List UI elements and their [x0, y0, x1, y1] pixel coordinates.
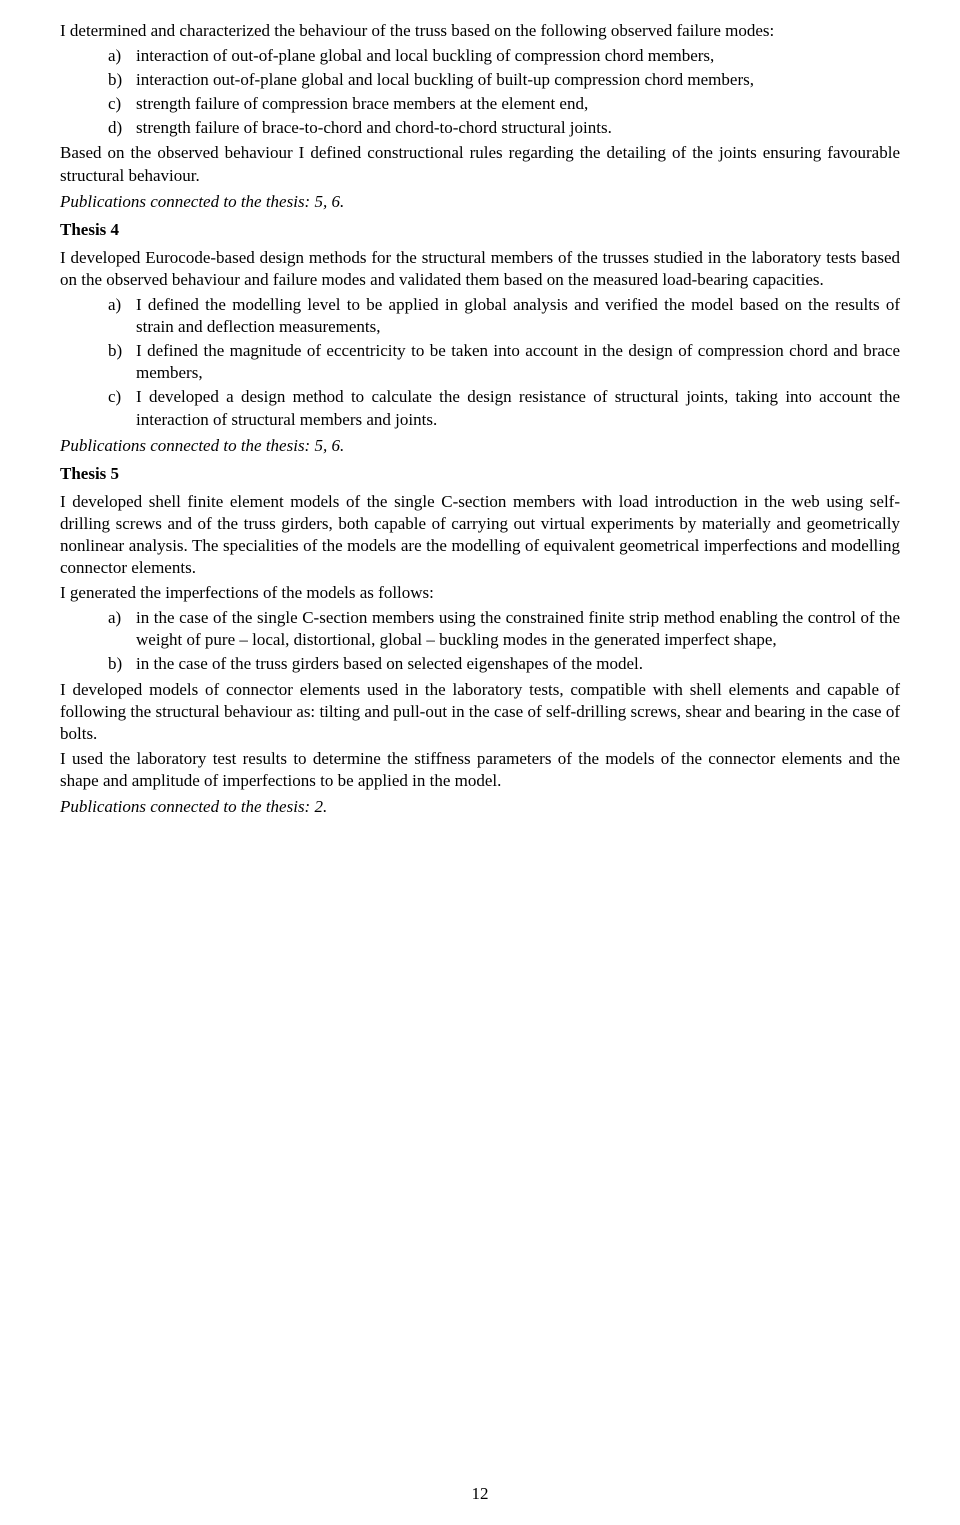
thesis4-publications: Publications connected to the thesis: 5,…	[60, 435, 900, 457]
list-marker: c)	[108, 93, 136, 115]
list-text: I defined the modelling level to be appl…	[136, 294, 900, 338]
list-marker: d)	[108, 117, 136, 139]
intro-paragraph-2: Based on the observed behaviour I define…	[60, 142, 900, 186]
intro-list: a) interaction of out-of-plane global an…	[60, 45, 900, 139]
thesis5-paragraph-4: I used the laboratory test results to de…	[60, 748, 900, 792]
thesis5-publications: Publications connected to the thesis: 2.	[60, 796, 900, 818]
list-item: b) interaction out-of-plane global and l…	[108, 69, 900, 91]
list-marker: a)	[108, 294, 136, 338]
list-text: in the case of the single C-section memb…	[136, 607, 900, 651]
list-text: I developed a design method to calculate…	[136, 386, 900, 430]
intro-publications: Publications connected to the thesis: 5,…	[60, 191, 900, 213]
list-marker: b)	[108, 69, 136, 91]
list-text: interaction out-of-plane global and loca…	[136, 69, 900, 91]
list-item: d) strength failure of brace-to-chord an…	[108, 117, 900, 139]
list-marker: a)	[108, 45, 136, 67]
list-item: c) strength failure of compression brace…	[108, 93, 900, 115]
thesis5-list: a) in the case of the single C-section m…	[60, 607, 900, 675]
thesis4-heading: Thesis 4	[60, 219, 900, 241]
list-item: b) I defined the magnitude of eccentrici…	[108, 340, 900, 384]
intro-paragraph-1: I determined and characterized the behav…	[60, 20, 900, 42]
list-text: interaction of out-of-plane global and l…	[136, 45, 900, 67]
list-marker: a)	[108, 607, 136, 651]
thesis4-paragraph-1: I developed Eurocode-based design method…	[60, 247, 900, 291]
list-item: b) in the case of the truss girders base…	[108, 653, 900, 675]
thesis4-list: a) I defined the modelling level to be a…	[60, 294, 900, 431]
thesis5-paragraph-3: I developed models of connector elements…	[60, 679, 900, 745]
list-marker: b)	[108, 653, 136, 675]
list-text: strength failure of compression brace me…	[136, 93, 900, 115]
list-item: a) I defined the modelling level to be a…	[108, 294, 900, 338]
list-marker: b)	[108, 340, 136, 384]
list-marker: c)	[108, 386, 136, 430]
thesis5-paragraph-2: I generated the imperfections of the mod…	[60, 582, 900, 604]
list-item: a) interaction of out-of-plane global an…	[108, 45, 900, 67]
list-text: I defined the magnitude of eccentricity …	[136, 340, 900, 384]
list-text: in the case of the truss girders based o…	[136, 653, 900, 675]
thesis5-heading: Thesis 5	[60, 463, 900, 485]
list-text: strength failure of brace-to-chord and c…	[136, 117, 900, 139]
page-number: 12	[0, 1483, 960, 1505]
list-item: c) I developed a design method to calcul…	[108, 386, 900, 430]
list-item: a) in the case of the single C-section m…	[108, 607, 900, 651]
thesis5-paragraph-1: I developed shell finite element models …	[60, 491, 900, 579]
